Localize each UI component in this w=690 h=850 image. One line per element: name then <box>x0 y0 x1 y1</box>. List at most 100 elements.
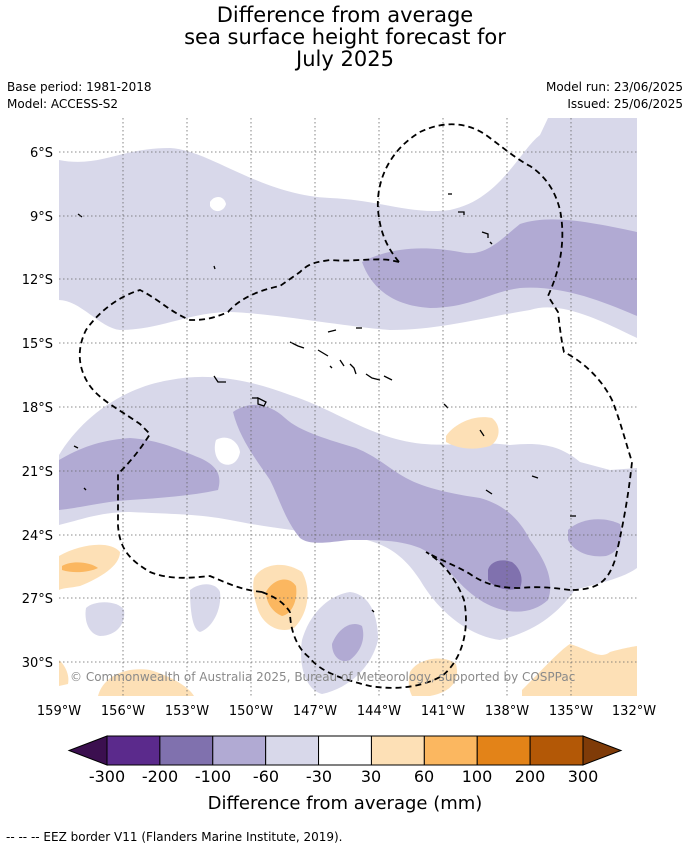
north-east-negative <box>362 219 637 316</box>
title-line-3: July 2025 <box>296 47 394 71</box>
colorbar-segment <box>423 735 478 766</box>
eez-border-link <box>261 591 291 613</box>
lat-label: 21°S <box>22 465 53 480</box>
colorbar-segment <box>106 735 161 766</box>
small-negative-patch-1 <box>190 584 221 632</box>
eez-border-north <box>78 258 400 593</box>
lon-label: 156°W <box>101 704 145 719</box>
lon-label: 138°W <box>485 704 529 719</box>
colorbar-tick: -100 <box>195 767 231 786</box>
island-19 <box>479 429 485 437</box>
islands <box>73 193 576 613</box>
base-period: Base period: 1981-2018 <box>7 80 152 94</box>
east-negative <box>568 519 622 557</box>
island-8 <box>289 341 305 349</box>
positive-patch-central-inner <box>266 579 297 616</box>
map-title: Difference from average sea surface heig… <box>0 4 690 70</box>
lon-label: 153°W <box>165 704 209 719</box>
colorbar-tick-labels: -300 -200 -100 -60 -30 30 60 100 200 300 <box>89 767 598 786</box>
colorbar-segment <box>212 735 267 766</box>
colorbar-label: Difference from average (mm) <box>208 793 483 814</box>
island-9 <box>317 349 329 357</box>
colorbar-tick: 60 <box>414 767 434 786</box>
island-17 <box>257 396 267 407</box>
copyright-text: © Commonwealth of Australia 2025, Bureau… <box>70 670 575 684</box>
lat-label: 12°S <box>22 273 53 288</box>
lon-label: 135°W <box>549 704 593 719</box>
anomaly-band-positive-30-60 <box>59 417 637 696</box>
island-1 <box>77 213 83 218</box>
lon-label: 144°W <box>357 704 401 719</box>
colorbar-tick: -30 <box>306 767 332 786</box>
lat-label: 27°S <box>22 592 53 607</box>
lat-label: 18°S <box>22 401 53 416</box>
lon-label: 141°W <box>421 704 465 719</box>
lon-label: 147°W <box>293 704 337 719</box>
south-negative <box>332 624 364 662</box>
island-15 <box>213 375 226 383</box>
strong-negative-patch <box>488 560 522 590</box>
central-negative <box>233 404 551 612</box>
anomaly-band-positive-60-100 <box>62 562 297 616</box>
island-14 <box>383 375 393 381</box>
island-3 <box>481 231 489 238</box>
neutral-gap-2 <box>214 437 240 465</box>
lat-label: 15°S <box>22 337 53 352</box>
lat-label: 24°S <box>22 529 53 544</box>
positive-patch-south <box>408 658 457 696</box>
colorbar-tick: 200 <box>515 767 546 786</box>
eez-borders <box>78 123 633 689</box>
title-line-1: Difference from average <box>216 3 474 27</box>
lon-label: 132°W <box>612 704 656 719</box>
colorbar-extend-high <box>582 735 623 766</box>
positive-patch-corner <box>59 660 69 686</box>
eez-footnote: -- -- -- EEZ border V11 (Flanders Marine… <box>6 830 343 844</box>
colorbar-tick: 100 <box>462 767 493 786</box>
neutral-gaps <box>210 196 240 465</box>
lon-label: 159°W <box>37 704 81 719</box>
colorbar-segment <box>370 735 425 766</box>
colorbar-tick: 300 <box>568 767 599 786</box>
island-20 <box>73 445 79 449</box>
colorbar-tick: -200 <box>142 767 178 786</box>
colorbar-segment <box>265 735 320 766</box>
island-11 <box>349 363 357 375</box>
lon-labels: 159°W 156°W 153°W 150°W 147°W 144°W 141°… <box>37 704 656 719</box>
colorbar-segment <box>159 735 214 766</box>
colorbar <box>67 735 623 766</box>
lat-label: 9°S <box>30 210 53 225</box>
colorbar-segment <box>318 735 372 766</box>
colorbar-tick: 30 <box>361 767 381 786</box>
title-line-2: sea surface height forecast for <box>184 25 506 49</box>
island-23 <box>531 475 539 479</box>
model-name: Model: ACCESS-S2 <box>7 97 119 111</box>
lon-label: 150°W <box>229 704 273 719</box>
island-21 <box>83 487 87 491</box>
colorbar-segment <box>476 735 531 766</box>
island-25 <box>371 609 375 613</box>
issued-date: Issued: 25/06/2025 <box>567 97 683 111</box>
model-run: Model run: 23/06/2025 <box>545 80 683 94</box>
positive-patch-southeast <box>522 644 637 696</box>
island-13 <box>365 373 381 381</box>
island-5 <box>213 265 216 270</box>
anomaly-band-60-100 <box>59 219 637 662</box>
island-2 <box>458 211 465 215</box>
eez-border-marquesas <box>376 123 633 591</box>
neutral-gap-1 <box>210 196 226 212</box>
island-4 <box>489 241 493 245</box>
meta-left: Base period: 1981-2018 Model: ACCESS-S2 <box>7 79 152 113</box>
map-area: © Commonwealth of Australia 2025, Bureau… <box>59 118 637 696</box>
small-negative-patch-2 <box>85 602 125 636</box>
colorbar-segment <box>529 735 584 766</box>
island-6 <box>327 329 337 333</box>
lat-label: 6°S <box>30 146 53 161</box>
positive-patch-southwest <box>98 669 194 696</box>
island-22 <box>485 489 493 495</box>
colorbar-tick: -300 <box>89 767 125 786</box>
west-negative <box>59 438 220 510</box>
eez-border-south <box>289 551 571 689</box>
positive-patch-north <box>446 417 499 449</box>
colorbar-extend-low <box>67 735 108 766</box>
